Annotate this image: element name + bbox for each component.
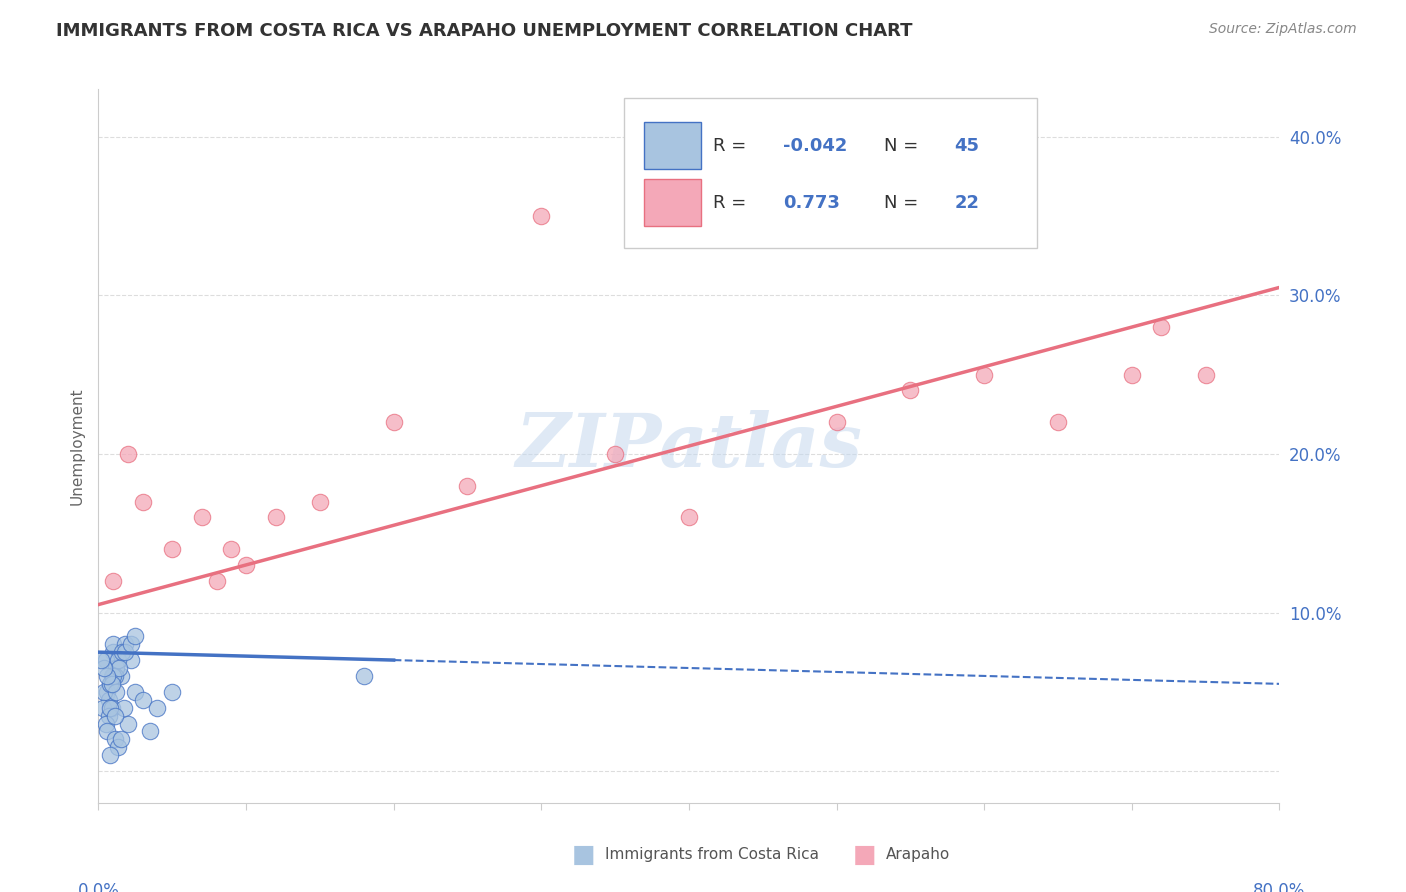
Point [105, 685, 128, 699]
Text: ■: ■ [853, 843, 876, 866]
Point [205, 574, 228, 588]
Point [100, 700, 122, 714]
Text: ■: ■ [572, 843, 595, 866]
Point [264, 510, 287, 524]
Point [96, 724, 118, 739]
FancyBboxPatch shape [624, 98, 1038, 248]
Point [104, 669, 127, 683]
Point [111, 645, 134, 659]
Point [98, 700, 121, 714]
Point [104, 708, 127, 723]
Point [457, 478, 479, 492]
Point [97, 708, 120, 723]
Point [90, 653, 112, 667]
Text: -0.042: -0.042 [783, 136, 848, 154]
Point [530, 209, 553, 223]
Point [1195, 368, 1218, 382]
Point [96, 669, 118, 683]
Point [114, 645, 136, 659]
Text: Arapaho: Arapaho [886, 847, 950, 862]
Point [191, 510, 214, 524]
Text: N =: N = [884, 194, 924, 211]
Point [605, 447, 627, 461]
Point [221, 542, 243, 557]
Point [162, 542, 183, 557]
Point [98, 677, 121, 691]
Point [235, 558, 257, 572]
Point [124, 685, 146, 699]
Point [973, 368, 995, 382]
Point [103, 645, 125, 659]
Text: 80.0%: 80.0% [1253, 882, 1306, 892]
Point [309, 494, 332, 508]
Point [98, 677, 121, 691]
Text: 0.773: 0.773 [783, 194, 841, 211]
Point [98, 748, 121, 763]
Y-axis label: Unemployment: Unemployment [69, 387, 84, 505]
Point [100, 669, 122, 683]
Point [93, 661, 115, 675]
Point [112, 700, 135, 714]
Point [105, 661, 128, 675]
Text: R =: R = [713, 194, 752, 211]
Point [146, 700, 169, 714]
Point [91, 700, 114, 714]
Text: 0.0%: 0.0% [77, 882, 120, 892]
Point [1121, 368, 1143, 382]
Point [825, 415, 848, 429]
Point [94, 716, 117, 731]
Point [139, 724, 162, 739]
Point [1046, 415, 1070, 429]
Text: 45: 45 [955, 136, 980, 154]
Point [103, 669, 125, 683]
Text: 22: 22 [955, 194, 980, 211]
FancyBboxPatch shape [644, 122, 700, 169]
Point [94, 653, 117, 667]
Point [110, 732, 132, 747]
Point [124, 629, 146, 643]
Point [117, 716, 139, 731]
Point [104, 732, 127, 747]
Text: R =: R = [713, 136, 752, 154]
Point [117, 447, 139, 461]
Point [93, 685, 115, 699]
Text: N =: N = [884, 136, 924, 154]
Point [1150, 320, 1173, 334]
Point [162, 685, 183, 699]
Point [132, 692, 155, 706]
Point [97, 692, 120, 706]
Point [96, 685, 118, 699]
Point [103, 574, 125, 588]
Point [108, 661, 131, 675]
Point [382, 415, 405, 429]
Point [114, 637, 136, 651]
Text: Source: ZipAtlas.com: Source: ZipAtlas.com [1209, 22, 1357, 37]
Point [900, 384, 922, 398]
Point [132, 494, 155, 508]
Point [120, 653, 142, 667]
Point [678, 510, 700, 524]
Text: Immigrants from Costa Rica: Immigrants from Costa Rica [605, 847, 818, 862]
Point [103, 637, 125, 651]
Point [353, 669, 375, 683]
Point [110, 669, 132, 683]
Text: ZIPatlas: ZIPatlas [516, 409, 862, 483]
FancyBboxPatch shape [644, 179, 700, 226]
Text: IMMIGRANTS FROM COSTA RICA VS ARAPAHO UNEMPLOYMENT CORRELATION CHART: IMMIGRANTS FROM COSTA RICA VS ARAPAHO UN… [56, 22, 912, 40]
Point [107, 653, 129, 667]
Point [100, 677, 122, 691]
Point [107, 740, 129, 755]
Point [120, 637, 142, 651]
